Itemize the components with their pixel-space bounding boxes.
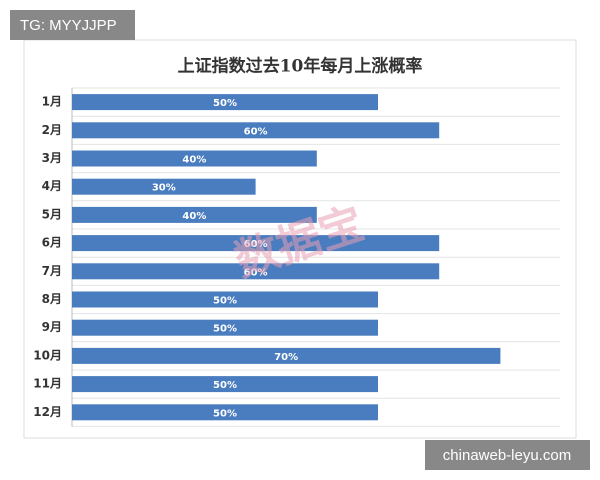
y-tick-label: 7月 bbox=[42, 264, 62, 278]
value-label: 60% bbox=[244, 239, 268, 250]
value-label: 50% bbox=[213, 296, 237, 307]
bar bbox=[72, 347, 501, 364]
value-label: 50% bbox=[213, 324, 237, 335]
y-tick-label: 2月 bbox=[42, 123, 62, 137]
bar bbox=[72, 319, 378, 336]
bar bbox=[72, 263, 440, 280]
plot: 1月 50% 2月 60% 3月 40% 4月 30% 5月 40% 6月 60% 7月 60% 8月 50%… bbox=[33, 87, 560, 427]
y-tick-label: 6月 bbox=[42, 236, 62, 250]
y-tick-label: 9月 bbox=[42, 320, 62, 334]
site-text: chinaweb-leyu.com bbox=[443, 447, 571, 464]
y-tick-label: 12月 bbox=[33, 405, 62, 419]
y-tick-label: 5月 bbox=[42, 207, 62, 221]
value-label: 70% bbox=[274, 352, 298, 363]
chart-title: 上证指数过去10年每月上涨概率 bbox=[178, 56, 423, 77]
bar bbox=[72, 122, 440, 139]
value-label: 30% bbox=[152, 183, 176, 194]
bar bbox=[72, 404, 378, 421]
bar bbox=[72, 150, 317, 167]
bar bbox=[72, 291, 378, 308]
value-label: 50% bbox=[213, 408, 237, 419]
tag-box bbox=[10, 10, 135, 40]
bar bbox=[72, 178, 256, 195]
value-label: 40% bbox=[182, 211, 206, 222]
value-label: 60% bbox=[244, 126, 268, 137]
value-label: 50% bbox=[213, 380, 237, 391]
value-label: 50% bbox=[213, 98, 237, 109]
y-tick-label: 4月 bbox=[42, 179, 62, 193]
tag-text: TG: MYYJJPP bbox=[20, 17, 117, 34]
value-label: 40% bbox=[182, 155, 206, 166]
y-tick-label: 10月 bbox=[33, 348, 62, 362]
bar bbox=[72, 94, 378, 111]
y-tick-label: 11月 bbox=[33, 377, 62, 391]
bar bbox=[72, 376, 378, 393]
y-tick-label: 1月 bbox=[42, 95, 62, 109]
site-box bbox=[425, 440, 590, 470]
bar bbox=[72, 206, 317, 223]
y-tick-label: 8月 bbox=[42, 292, 62, 306]
y-tick-label: 3月 bbox=[42, 151, 62, 165]
bar bbox=[72, 235, 440, 252]
value-label: 60% bbox=[244, 267, 268, 278]
